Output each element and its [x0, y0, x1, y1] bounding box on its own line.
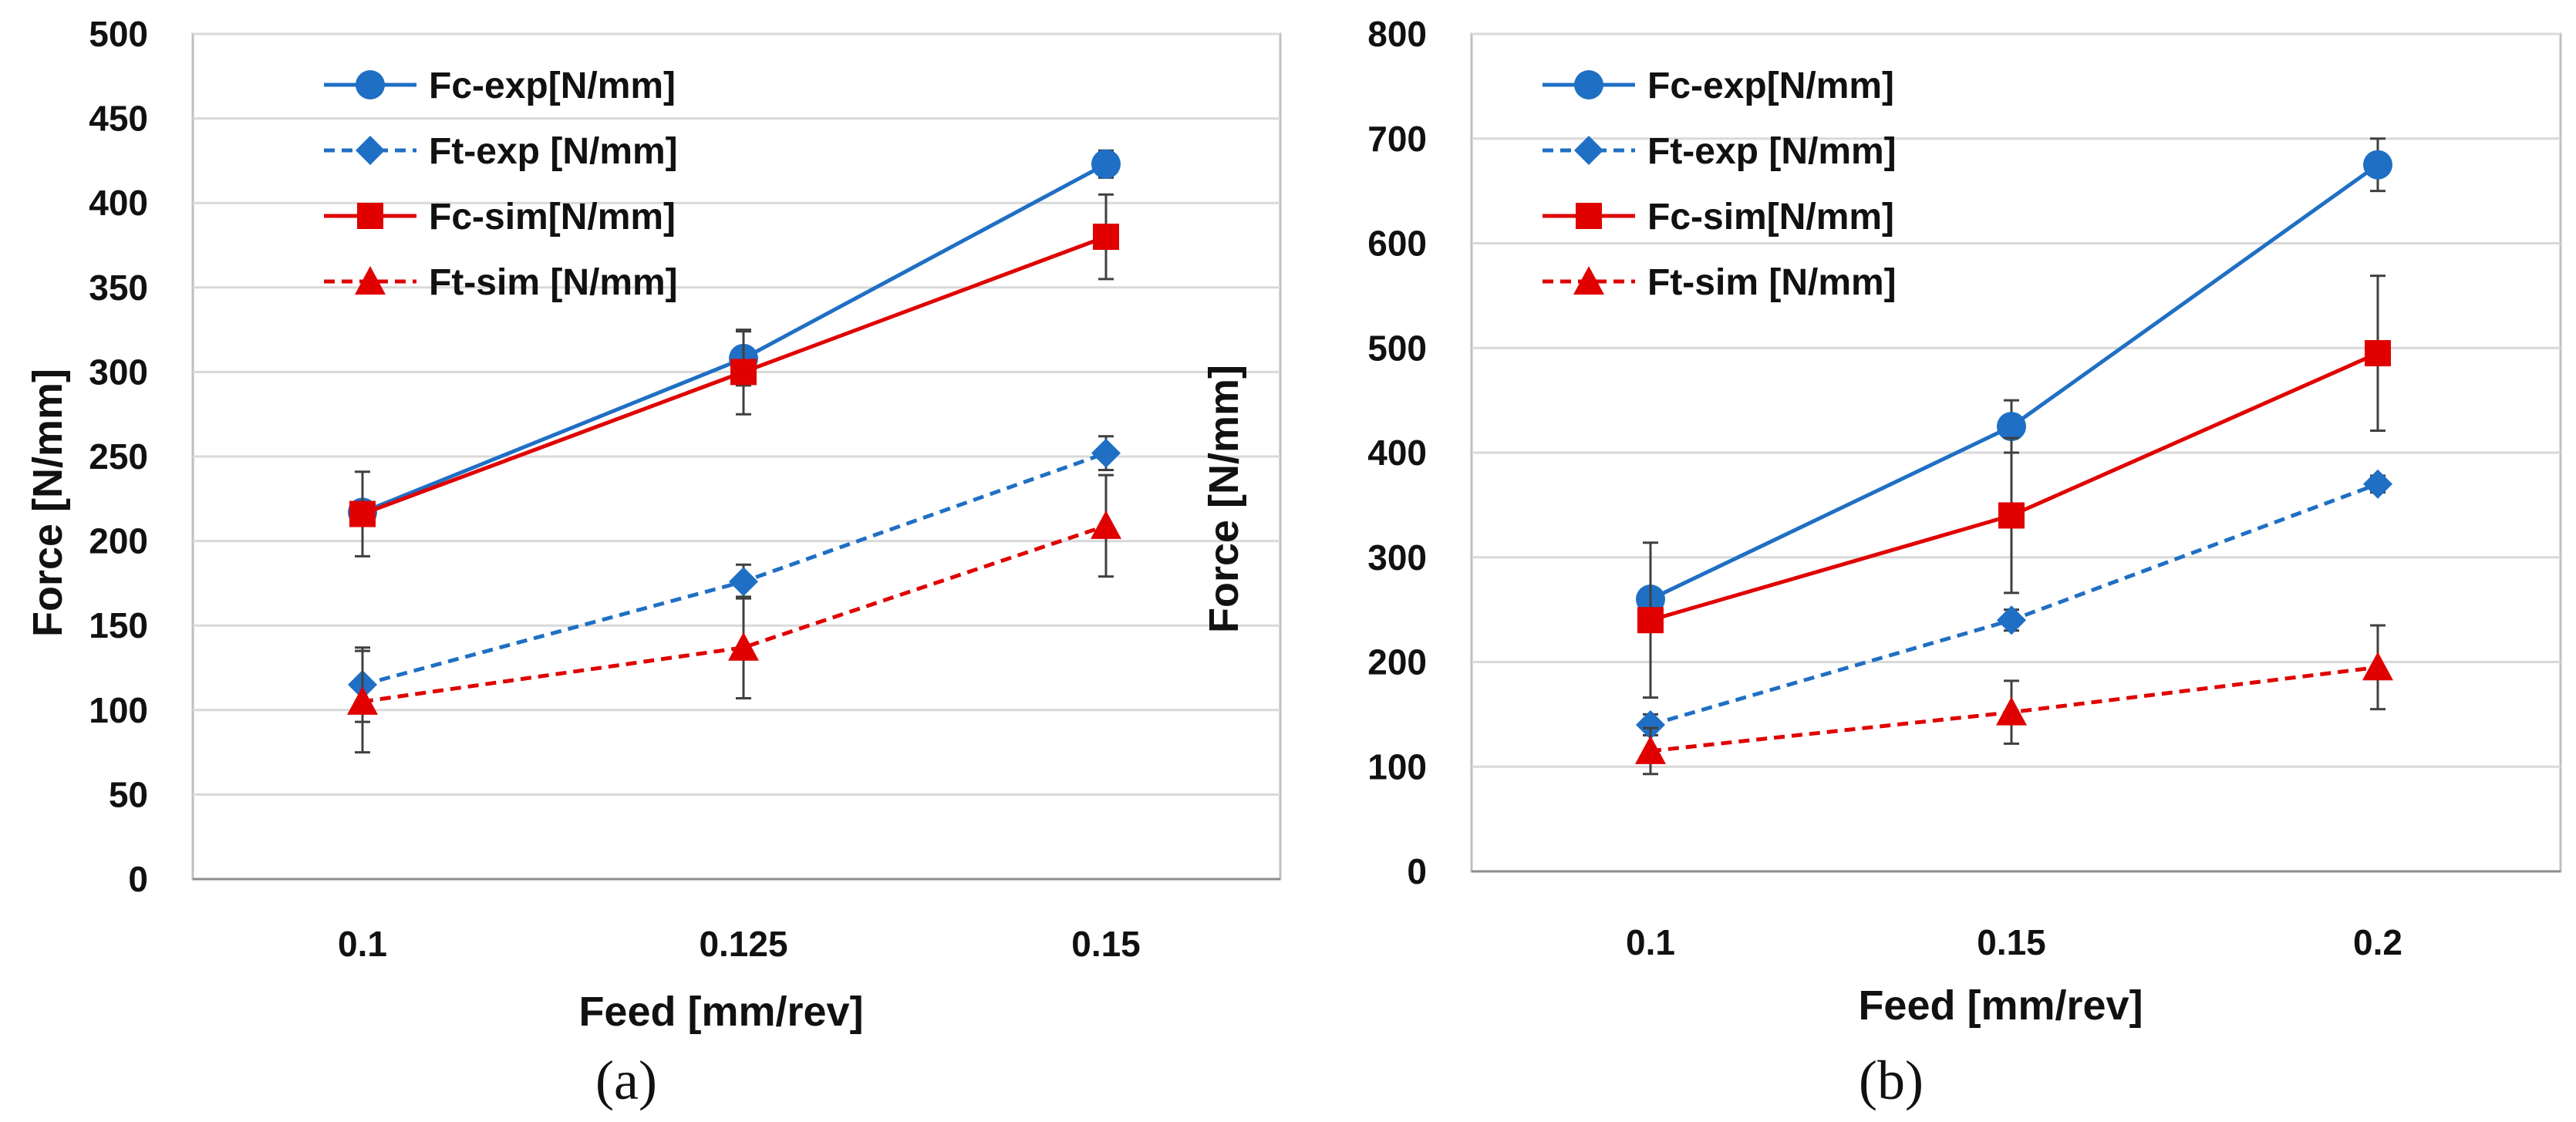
x-tick-label: 0.125 — [699, 924, 787, 964]
legend-marker — [355, 266, 386, 295]
chart-panel-a: 0 50 100 150 200 250 300 350 400 450 500 0.1 0.125 0.… — [25, 14, 1282, 1111]
y-tick-label: 400 — [89, 183, 148, 223]
y-tick-label: 450 — [89, 99, 148, 139]
legend-marker — [356, 136, 385, 165]
data-point — [1637, 607, 1664, 634]
legend-entry: Fc-sim[N/mm] — [1543, 197, 1894, 238]
y-tick-label: 700 — [1367, 119, 1427, 159]
data-point — [1091, 510, 1121, 539]
y-tick-label: 0 — [128, 859, 148, 899]
y-tick-label: 0 — [1407, 851, 1427, 891]
y-axis-title: Force [N/mm] — [1201, 365, 1247, 633]
data-point — [349, 500, 376, 527]
y-tick-label: 250 — [89, 436, 148, 477]
data-point — [1997, 412, 2026, 442]
y-tick-label: 100 — [89, 690, 148, 730]
y-tick-label: 200 — [1367, 642, 1427, 682]
y-tick-label: 50 — [109, 774, 148, 814]
data-point — [2363, 150, 2392, 180]
x-tick-label: 0.1 — [1626, 922, 1675, 962]
x-tick-label: 0.1 — [338, 924, 387, 964]
legend-entry: Fc-sim[N/mm] — [324, 197, 676, 238]
y-tick-label: 100 — [1367, 746, 1427, 787]
legend-marker — [356, 70, 385, 99]
legend-entry: Fc-exp[N/mm] — [1543, 66, 1894, 106]
legend-label: Ft-sim [N/mm] — [1647, 262, 1897, 303]
series-diamond — [348, 435, 1121, 723]
x-tick-label: 0.15 — [1071, 924, 1141, 964]
data-point — [1996, 696, 2027, 726]
legend-label: Fc-sim[N/mm] — [1647, 197, 1894, 238]
y-tick-label: 300 — [89, 352, 148, 392]
y-tick-label: 150 — [89, 605, 148, 645]
y-tick-label: 350 — [89, 268, 148, 308]
x-axis-title: Feed [mm/rev] — [1858, 982, 2143, 1029]
series-square — [349, 193, 1119, 558]
legend-entry: Ft-sim [N/mm] — [324, 262, 678, 303]
y-tick-label: 400 — [1367, 433, 1427, 473]
data-point — [1997, 605, 2026, 635]
series-line — [1650, 351, 2379, 622]
chart-panel-b: 0 100 200 300 400 500 600 700 800 0.1 0.15 0.2 Feed … — [1201, 14, 2562, 1111]
legend-label: Ft-sim [N/mm] — [429, 262, 678, 303]
x-tick-label: 0.2 — [2353, 922, 2402, 962]
panel-label: (b) — [1859, 1050, 1924, 1111]
legend-marker — [1574, 70, 1603, 99]
data-point — [2363, 469, 2392, 499]
legend-entry: Ft-exp [N/mm] — [324, 131, 678, 172]
y-tick-label: 200 — [89, 521, 148, 561]
data-point — [1635, 735, 1666, 764]
legend-marker — [1573, 266, 1604, 295]
series-triangle — [347, 473, 1121, 754]
y-tick-label: 500 — [89, 14, 148, 54]
data-point — [347, 686, 378, 715]
data-point — [1091, 149, 1121, 179]
x-axis-title: Feed [mm/rev] — [578, 989, 863, 1035]
series-square — [1637, 275, 2391, 699]
panel-label: (a) — [595, 1050, 657, 1111]
series-line — [362, 524, 1107, 704]
legend-label: Ft-exp [N/mm] — [1647, 131, 1897, 172]
legend-marker — [1576, 203, 1602, 229]
y-axis-title: Force [N/mm] — [25, 369, 71, 637]
data-point — [1091, 438, 1121, 468]
series-triangle — [1635, 624, 2393, 776]
data-point — [730, 359, 757, 386]
data-point — [2362, 652, 2393, 681]
legend-entry: Fc-exp[N/mm] — [324, 66, 676, 106]
x-tick-label: 0.15 — [1977, 922, 2046, 962]
series-diamond — [1636, 469, 2392, 740]
legend-label: Fc-sim[N/mm] — [429, 197, 676, 238]
y-tick-label: 300 — [1367, 537, 1427, 578]
data-point — [728, 632, 759, 661]
data-point — [2365, 340, 2391, 367]
legend-marker — [1574, 136, 1603, 165]
series-circle — [1636, 137, 2392, 615]
y-tick-label: 600 — [1367, 224, 1427, 264]
legend-entry: Ft-exp [N/mm] — [1543, 131, 1897, 172]
data-point — [1636, 709, 1665, 740]
legend-marker — [357, 203, 383, 229]
y-tick-label: 800 — [1367, 14, 1427, 54]
data-point — [729, 567, 758, 597]
legend-label: Fc-exp[N/mm] — [1647, 66, 1894, 106]
legend-label: Ft-exp [N/mm] — [429, 131, 678, 172]
data-point — [1093, 224, 1119, 251]
y-tick-label: 500 — [1367, 328, 1427, 368]
legend-entry: Ft-sim [N/mm] — [1543, 262, 1897, 303]
legend-label: Fc-exp[N/mm] — [429, 66, 676, 106]
data-point — [1998, 502, 2025, 529]
